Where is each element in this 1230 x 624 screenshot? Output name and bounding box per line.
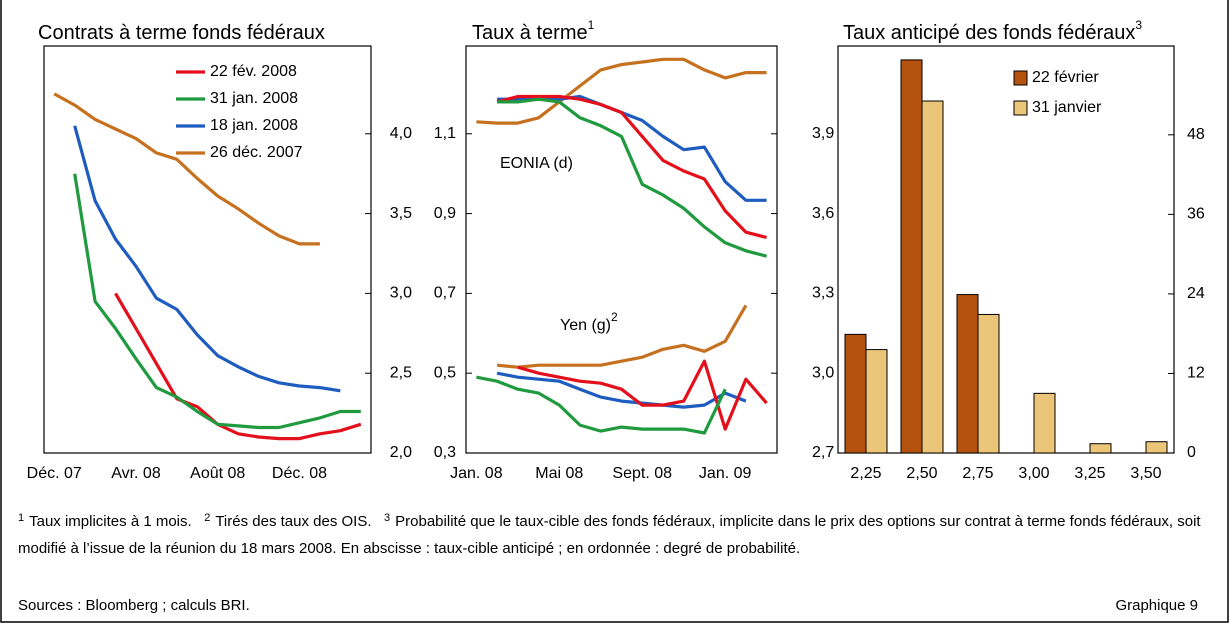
line: [53, 92, 320, 246]
note-marker: 3: [384, 512, 391, 524]
plot-frame: [465, 45, 778, 454]
line: [73, 173, 361, 430]
annotation: EONIA (d): [500, 155, 573, 172]
line: [73, 125, 341, 393]
y-tick-label: 0,7: [434, 285, 456, 302]
plot-frame: [43, 45, 372, 454]
y2-tick-label: 3,3: [812, 285, 834, 302]
title-note: 1: [588, 18, 595, 32]
bar: [865, 349, 888, 454]
annotation-group: Yen (g)2: [560, 310, 618, 334]
title-note: 3: [1135, 18, 1142, 32]
bar: [844, 333, 867, 454]
y-tick-label: 2,0: [390, 444, 412, 461]
legend-label: 22 février: [1032, 69, 1099, 86]
x-tick-label: 3,50: [1130, 465, 1161, 482]
y-tick-label: 0: [1187, 444, 1196, 461]
line: [497, 97, 768, 258]
bar: [1145, 441, 1168, 454]
note-marker: 2: [204, 512, 211, 524]
x-tick-label: Mai 08: [535, 465, 583, 482]
x-tick-label: Sept. 08: [612, 465, 672, 482]
chart-title: Contrats à terme fonds fédéraux: [38, 22, 325, 44]
line: [476, 375, 727, 435]
annotation-group: EONIA (d): [500, 155, 573, 172]
y-tick-label: 3,5: [390, 205, 412, 222]
annotation: Yen (g): [560, 317, 611, 334]
line: [114, 292, 362, 441]
legend-label: 18 jan. 2008: [210, 117, 298, 134]
x-tick-label: 2,50: [906, 465, 937, 482]
chart-title-group: Taux anticipé des fonds fédéraux3: [843, 18, 1142, 44]
legend-swatch: [1013, 70, 1028, 86]
y-tick-label: 36: [1187, 206, 1205, 223]
chart-title-group: Taux à terme1: [472, 18, 595, 44]
legend-label: 31 janvier: [1032, 99, 1102, 116]
x-tick-label: 3,25: [1074, 465, 1105, 482]
y-tick-label: 12: [1187, 365, 1205, 382]
x-tick-label: Avr. 08: [111, 465, 161, 482]
legend-label: 22 fév. 2008: [210, 63, 297, 80]
y-tick-label: 48: [1187, 126, 1205, 143]
x-tick-label: Août 08: [190, 465, 245, 482]
chart-title: Taux anticipé des fonds fédéraux: [843, 22, 1135, 44]
y-tick-label: 0,5: [434, 364, 456, 381]
y2-tick-label: 3,9: [812, 125, 834, 142]
annotation-note: 2: [611, 310, 618, 324]
bar: [956, 294, 979, 454]
y-tick-label: 0,3: [434, 444, 456, 461]
y-tick-label: 0,9: [434, 205, 456, 222]
y2-tick-label: 2,7: [812, 444, 834, 461]
y-tick-label: 4,0: [390, 125, 412, 142]
legend-label: 26 déc. 2007: [210, 144, 303, 161]
note: Taux implicites à 1 mois.: [29, 513, 192, 530]
bar: [900, 59, 923, 454]
bar: [1089, 443, 1112, 454]
y2-tick-label: 3,0: [812, 364, 834, 381]
x-tick-label: 2,75: [962, 465, 993, 482]
x-tick-label: 3,00: [1018, 465, 1049, 482]
legend-label: 31 jan. 2008: [210, 90, 298, 107]
bar: [1033, 392, 1056, 454]
plot-frame: [837, 45, 1175, 454]
y-tick-label: 24: [1187, 285, 1205, 302]
note-marker: 1: [18, 512, 25, 524]
y2-tick-label: 3,6: [812, 205, 834, 222]
y-tick-label: 2,5: [390, 364, 412, 381]
x-tick-label: 2,25: [850, 465, 881, 482]
note: Tirés des taux des OIS.: [215, 513, 372, 530]
x-tick-label: Déc. 07: [27, 465, 82, 482]
line: [517, 359, 768, 431]
bar: [977, 313, 1000, 454]
chart-title: Taux à terme: [472, 22, 588, 44]
y-tick-label: 1,1: [434, 125, 456, 142]
bar: [921, 100, 944, 454]
note: Probabilité que le taux-cible des fonds …: [18, 513, 1201, 557]
footnotes: 1 Taux implicites à 1 mois. 2 Tirés des ta…: [18, 505, 1214, 562]
legend-swatch: [1013, 100, 1028, 116]
chart-title-group: Contrats à terme fonds fédéraux: [38, 22, 325, 44]
x-tick-label: Déc. 08: [272, 465, 327, 482]
x-tick-label: Jan. 09: [699, 465, 752, 482]
figure-label: Graphique 9: [1115, 597, 1198, 614]
line: [497, 94, 767, 202]
line: [476, 57, 767, 125]
line: [496, 304, 748, 369]
y-tick-label: 3,0: [390, 285, 412, 302]
line: [496, 371, 747, 409]
sources: Sources : Bloomberg ; calculs BRI.: [18, 597, 250, 614]
x-tick-label: Jan. 08: [450, 465, 503, 482]
line: [496, 94, 767, 240]
